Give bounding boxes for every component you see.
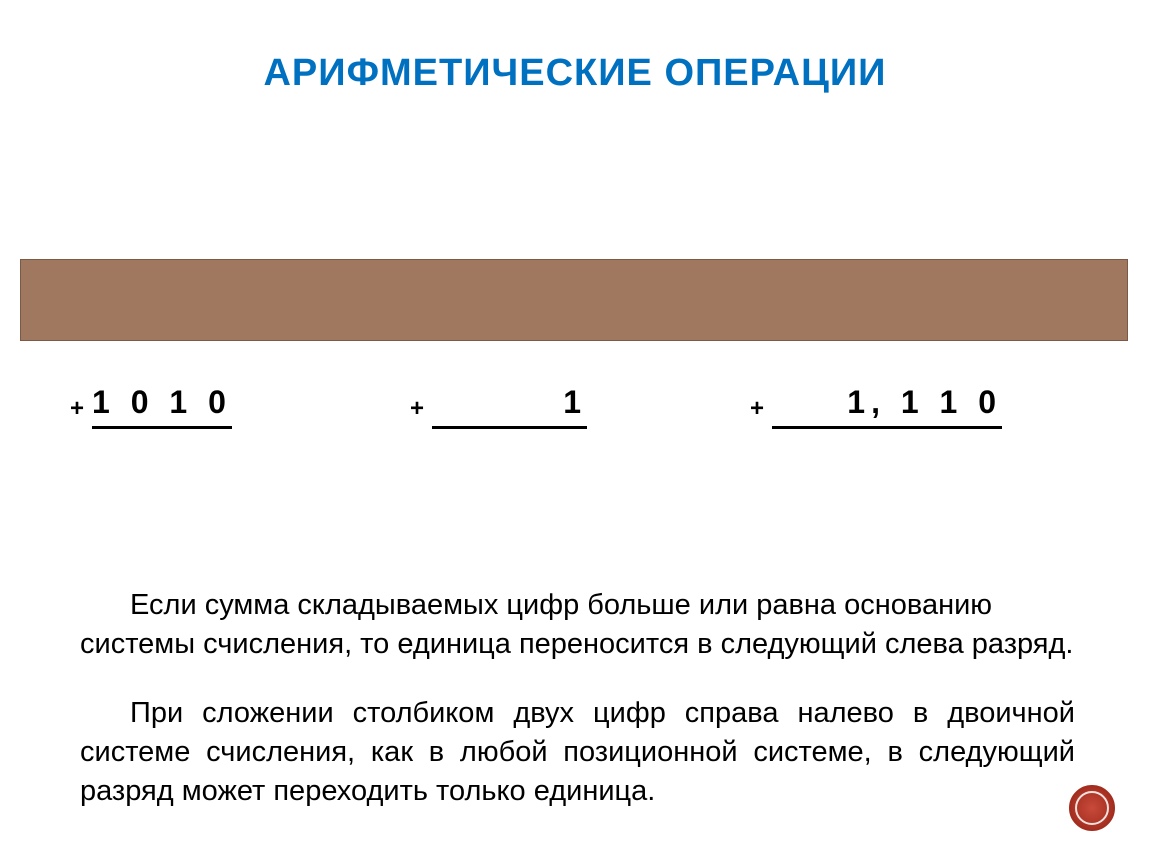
operand-bottom: 1 0 1 0	[92, 381, 232, 429]
arithmetic-examples: 1 0 0 1 + 1 0 1 0 1 1 1 1 + 1 1 01, 0 1 …	[0, 165, 1150, 516]
paragraph-2: При сложении столбиком двух цифр справа …	[80, 694, 1075, 811]
plus-sign: +	[410, 393, 424, 425]
operand-bottom: 1, 1 1 0	[772, 381, 1002, 429]
operand-bottom: 1	[432, 381, 587, 429]
slide-title: АРИФМЕТИЧЕСКИЕ ОПЕРАЦИИ	[0, 0, 1150, 95]
plus-sign: +	[750, 393, 764, 425]
paragraph-1: Если сумма складываемых цифр больше или …	[80, 586, 1075, 664]
next-slide-button[interactable]	[1066, 782, 1118, 834]
explanation-text: Если сумма складываемых цифр больше или …	[0, 516, 1150, 812]
answer-cover-bar	[20, 259, 1128, 341]
plus-sign: +	[70, 393, 84, 425]
